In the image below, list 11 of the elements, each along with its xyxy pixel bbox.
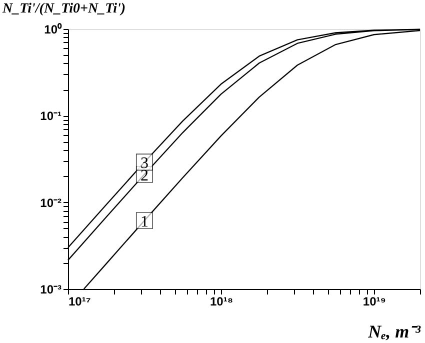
y-tick-label: 10⁻² (40, 196, 62, 210)
y-tick-label: 10⁰ (44, 22, 62, 36)
y-tick-label: 10⁻¹ (40, 109, 62, 124)
x-tick-label: 10¹⁹ (362, 294, 386, 308)
series-label: 1 (140, 214, 148, 231)
x-tick-label: 10¹⁷ (68, 294, 91, 308)
x-tick-label: 10¹⁸ (210, 294, 233, 308)
x-axis-title: Nₑ, m⁻³ (367, 322, 422, 342)
series-label: 2 (140, 167, 148, 184)
y-axis-title: N_Ti'/(N_Ti0+N_Ti') (2, 2, 126, 16)
y-tick-label: 10⁻³ (40, 282, 62, 296)
